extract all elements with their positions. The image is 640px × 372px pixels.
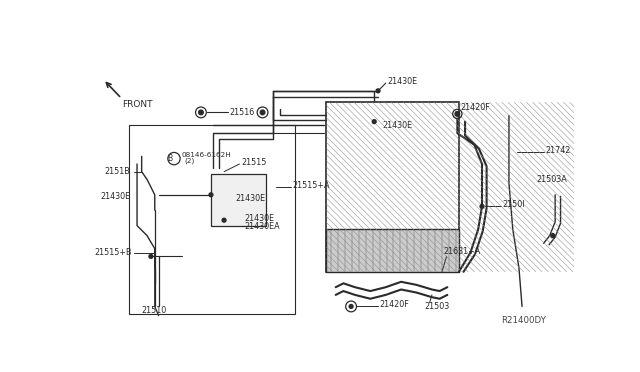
Text: (2): (2) <box>184 158 195 164</box>
Text: 21516: 21516 <box>230 108 255 117</box>
Text: 21503A: 21503A <box>536 175 566 184</box>
Circle shape <box>198 110 204 115</box>
Bar <box>129 125 295 314</box>
Circle shape <box>349 305 353 308</box>
Text: 21420F: 21420F <box>380 301 410 310</box>
Text: 21510: 21510 <box>141 306 167 315</box>
Text: 2151B: 2151B <box>104 167 130 176</box>
Circle shape <box>455 112 460 116</box>
Text: 21515: 21515 <box>241 158 266 167</box>
Text: 21430E: 21430E <box>382 121 412 130</box>
Text: B: B <box>168 154 173 163</box>
Text: 21430E: 21430E <box>387 77 417 86</box>
Text: 21430E: 21430E <box>100 192 130 201</box>
Circle shape <box>480 205 484 208</box>
Bar <box>211 174 266 226</box>
Bar <box>326 102 459 272</box>
Text: 2150l: 2150l <box>503 200 525 209</box>
Text: 21430E: 21430E <box>245 214 275 223</box>
Text: R21400DY: R21400DY <box>501 316 546 325</box>
Text: 21503: 21503 <box>424 302 449 311</box>
Text: 21515+B: 21515+B <box>94 248 132 257</box>
Text: 21742: 21742 <box>545 147 570 155</box>
Text: 21430E: 21430E <box>236 194 266 203</box>
Circle shape <box>222 218 226 222</box>
Text: 21631+A: 21631+A <box>444 247 481 256</box>
Circle shape <box>376 89 380 93</box>
Circle shape <box>260 110 265 115</box>
Bar <box>326 230 459 272</box>
Text: FRONT: FRONT <box>122 100 153 109</box>
Circle shape <box>209 193 213 197</box>
Text: 21430EA: 21430EA <box>245 222 280 231</box>
Circle shape <box>372 120 376 124</box>
Text: 08146-6162H: 08146-6162H <box>182 152 232 158</box>
Bar <box>326 102 459 272</box>
Text: 21515+A: 21515+A <box>292 181 330 190</box>
Circle shape <box>551 234 555 238</box>
Text: 21420F: 21420F <box>460 103 490 112</box>
Circle shape <box>149 254 153 258</box>
